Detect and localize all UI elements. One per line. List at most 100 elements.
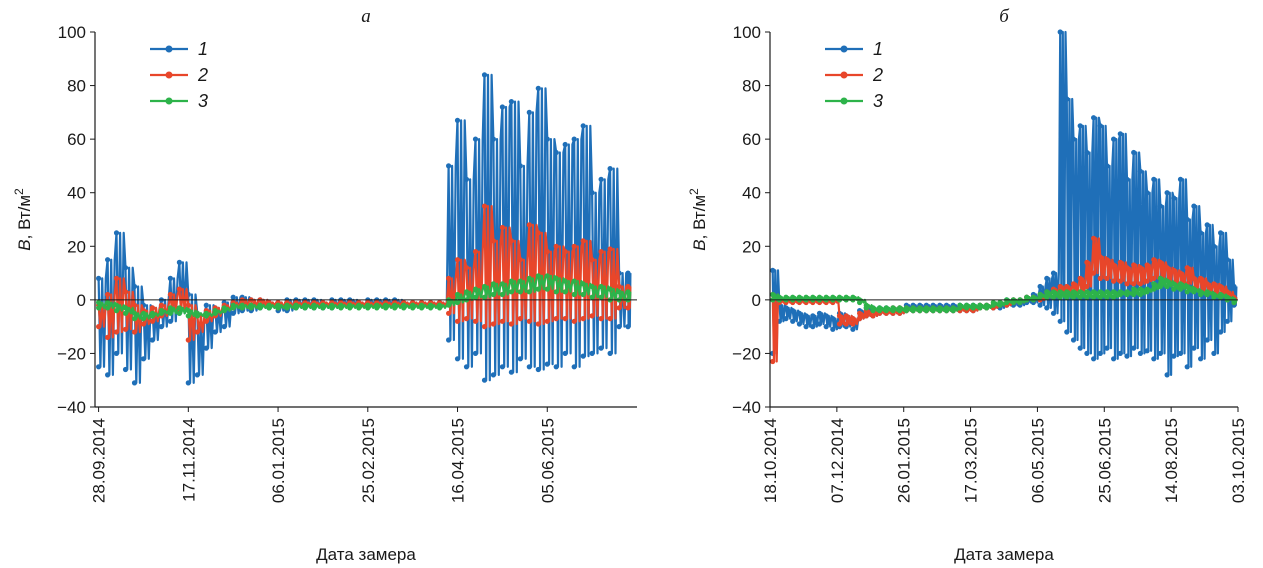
x-tick-label: 25.06.2015 <box>1095 418 1114 503</box>
data-point <box>1137 286 1143 292</box>
data-point <box>203 313 209 319</box>
data-point <box>580 353 586 359</box>
data-point <box>903 308 910 314</box>
data-point <box>454 117 461 123</box>
data-point <box>105 305 111 311</box>
data-point <box>1131 286 1137 292</box>
series-line-1 <box>97 73 632 384</box>
data-point <box>446 337 452 343</box>
data-point <box>997 302 1003 308</box>
data-point <box>1084 149 1090 156</box>
data-point <box>1050 310 1057 316</box>
data-point <box>1037 283 1043 290</box>
data-point <box>113 308 120 314</box>
data-point <box>1131 345 1137 351</box>
data-point <box>1218 329 1224 335</box>
x-tick-label: 14.08.2015 <box>1162 418 1181 503</box>
series-3 <box>96 273 632 322</box>
data-point <box>562 316 568 322</box>
data-point <box>625 283 631 290</box>
data-point <box>857 299 863 306</box>
data-point <box>113 350 120 356</box>
legend-marker-1 <box>840 45 848 53</box>
data-point <box>1198 275 1204 281</box>
data-point <box>1224 318 1230 324</box>
data-point <box>1204 281 1210 287</box>
data-point <box>96 305 102 311</box>
data-point <box>194 372 200 378</box>
data-point <box>1151 275 1157 281</box>
data-point <box>1218 283 1224 290</box>
data-point <box>1184 364 1190 370</box>
data-point <box>105 291 111 298</box>
data-point <box>1124 176 1130 182</box>
panel-title: а <box>361 6 371 27</box>
data-point <box>176 305 182 311</box>
data-point <box>1198 291 1204 298</box>
data-point <box>140 316 147 322</box>
data-point <box>1191 345 1197 351</box>
data-point <box>1204 222 1210 228</box>
data-point <box>544 273 550 279</box>
data-point <box>499 291 505 298</box>
data-point <box>463 176 470 182</box>
data-point <box>783 316 789 322</box>
data-point <box>850 321 856 327</box>
data-point <box>1117 350 1123 356</box>
data-point <box>1077 275 1083 281</box>
data-point <box>454 318 461 324</box>
data-point <box>185 302 191 308</box>
data-point <box>1211 281 1217 287</box>
data-point <box>481 294 488 300</box>
data-point <box>1057 29 1063 35</box>
y-tick-label: −20 <box>57 344 86 363</box>
data-point <box>499 224 505 231</box>
data-point <box>580 291 586 298</box>
data-point <box>167 318 173 324</box>
x-tick-label: 26.01.2015 <box>895 418 914 503</box>
data-point <box>580 238 586 244</box>
data-point <box>1050 289 1057 295</box>
data-point <box>158 302 164 308</box>
data-point <box>535 321 541 327</box>
data-point <box>1097 294 1103 300</box>
data-point <box>810 313 816 319</box>
data-point <box>1177 176 1184 182</box>
legend-marker-3 <box>840 97 848 105</box>
data-point <box>499 364 505 370</box>
data-point <box>625 324 631 330</box>
x-tick-label: 17.11.2014 <box>179 418 198 502</box>
data-point <box>950 308 956 314</box>
data-point <box>1137 168 1143 174</box>
data-point <box>1091 289 1097 295</box>
data-point <box>580 316 586 322</box>
data-point <box>1117 291 1123 298</box>
data-point <box>526 289 532 295</box>
data-point <box>1151 281 1157 287</box>
y-axis-label-unit: , Вт/м <box>15 195 34 239</box>
data-point <box>1104 163 1110 169</box>
data-point <box>356 305 362 311</box>
data-point <box>816 310 823 316</box>
data-point <box>113 302 120 308</box>
series-line-1 <box>771 30 1238 376</box>
data-point <box>1131 262 1137 268</box>
data-point <box>850 326 856 332</box>
data-point <box>857 310 863 316</box>
data-point <box>943 308 950 314</box>
data-point <box>553 316 559 322</box>
data-point <box>499 104 505 110</box>
data-point <box>1044 289 1050 295</box>
data-point <box>472 350 479 356</box>
data-point <box>1064 289 1070 295</box>
data-point <box>917 308 923 314</box>
data-point <box>883 308 889 314</box>
data-point <box>1211 350 1217 356</box>
data-point <box>984 305 990 311</box>
data-point <box>365 305 371 311</box>
data-point <box>1037 302 1043 308</box>
data-point <box>1037 294 1043 300</box>
data-point <box>1198 356 1204 362</box>
data-point <box>770 267 776 273</box>
y-tick-label: 100 <box>58 23 86 42</box>
